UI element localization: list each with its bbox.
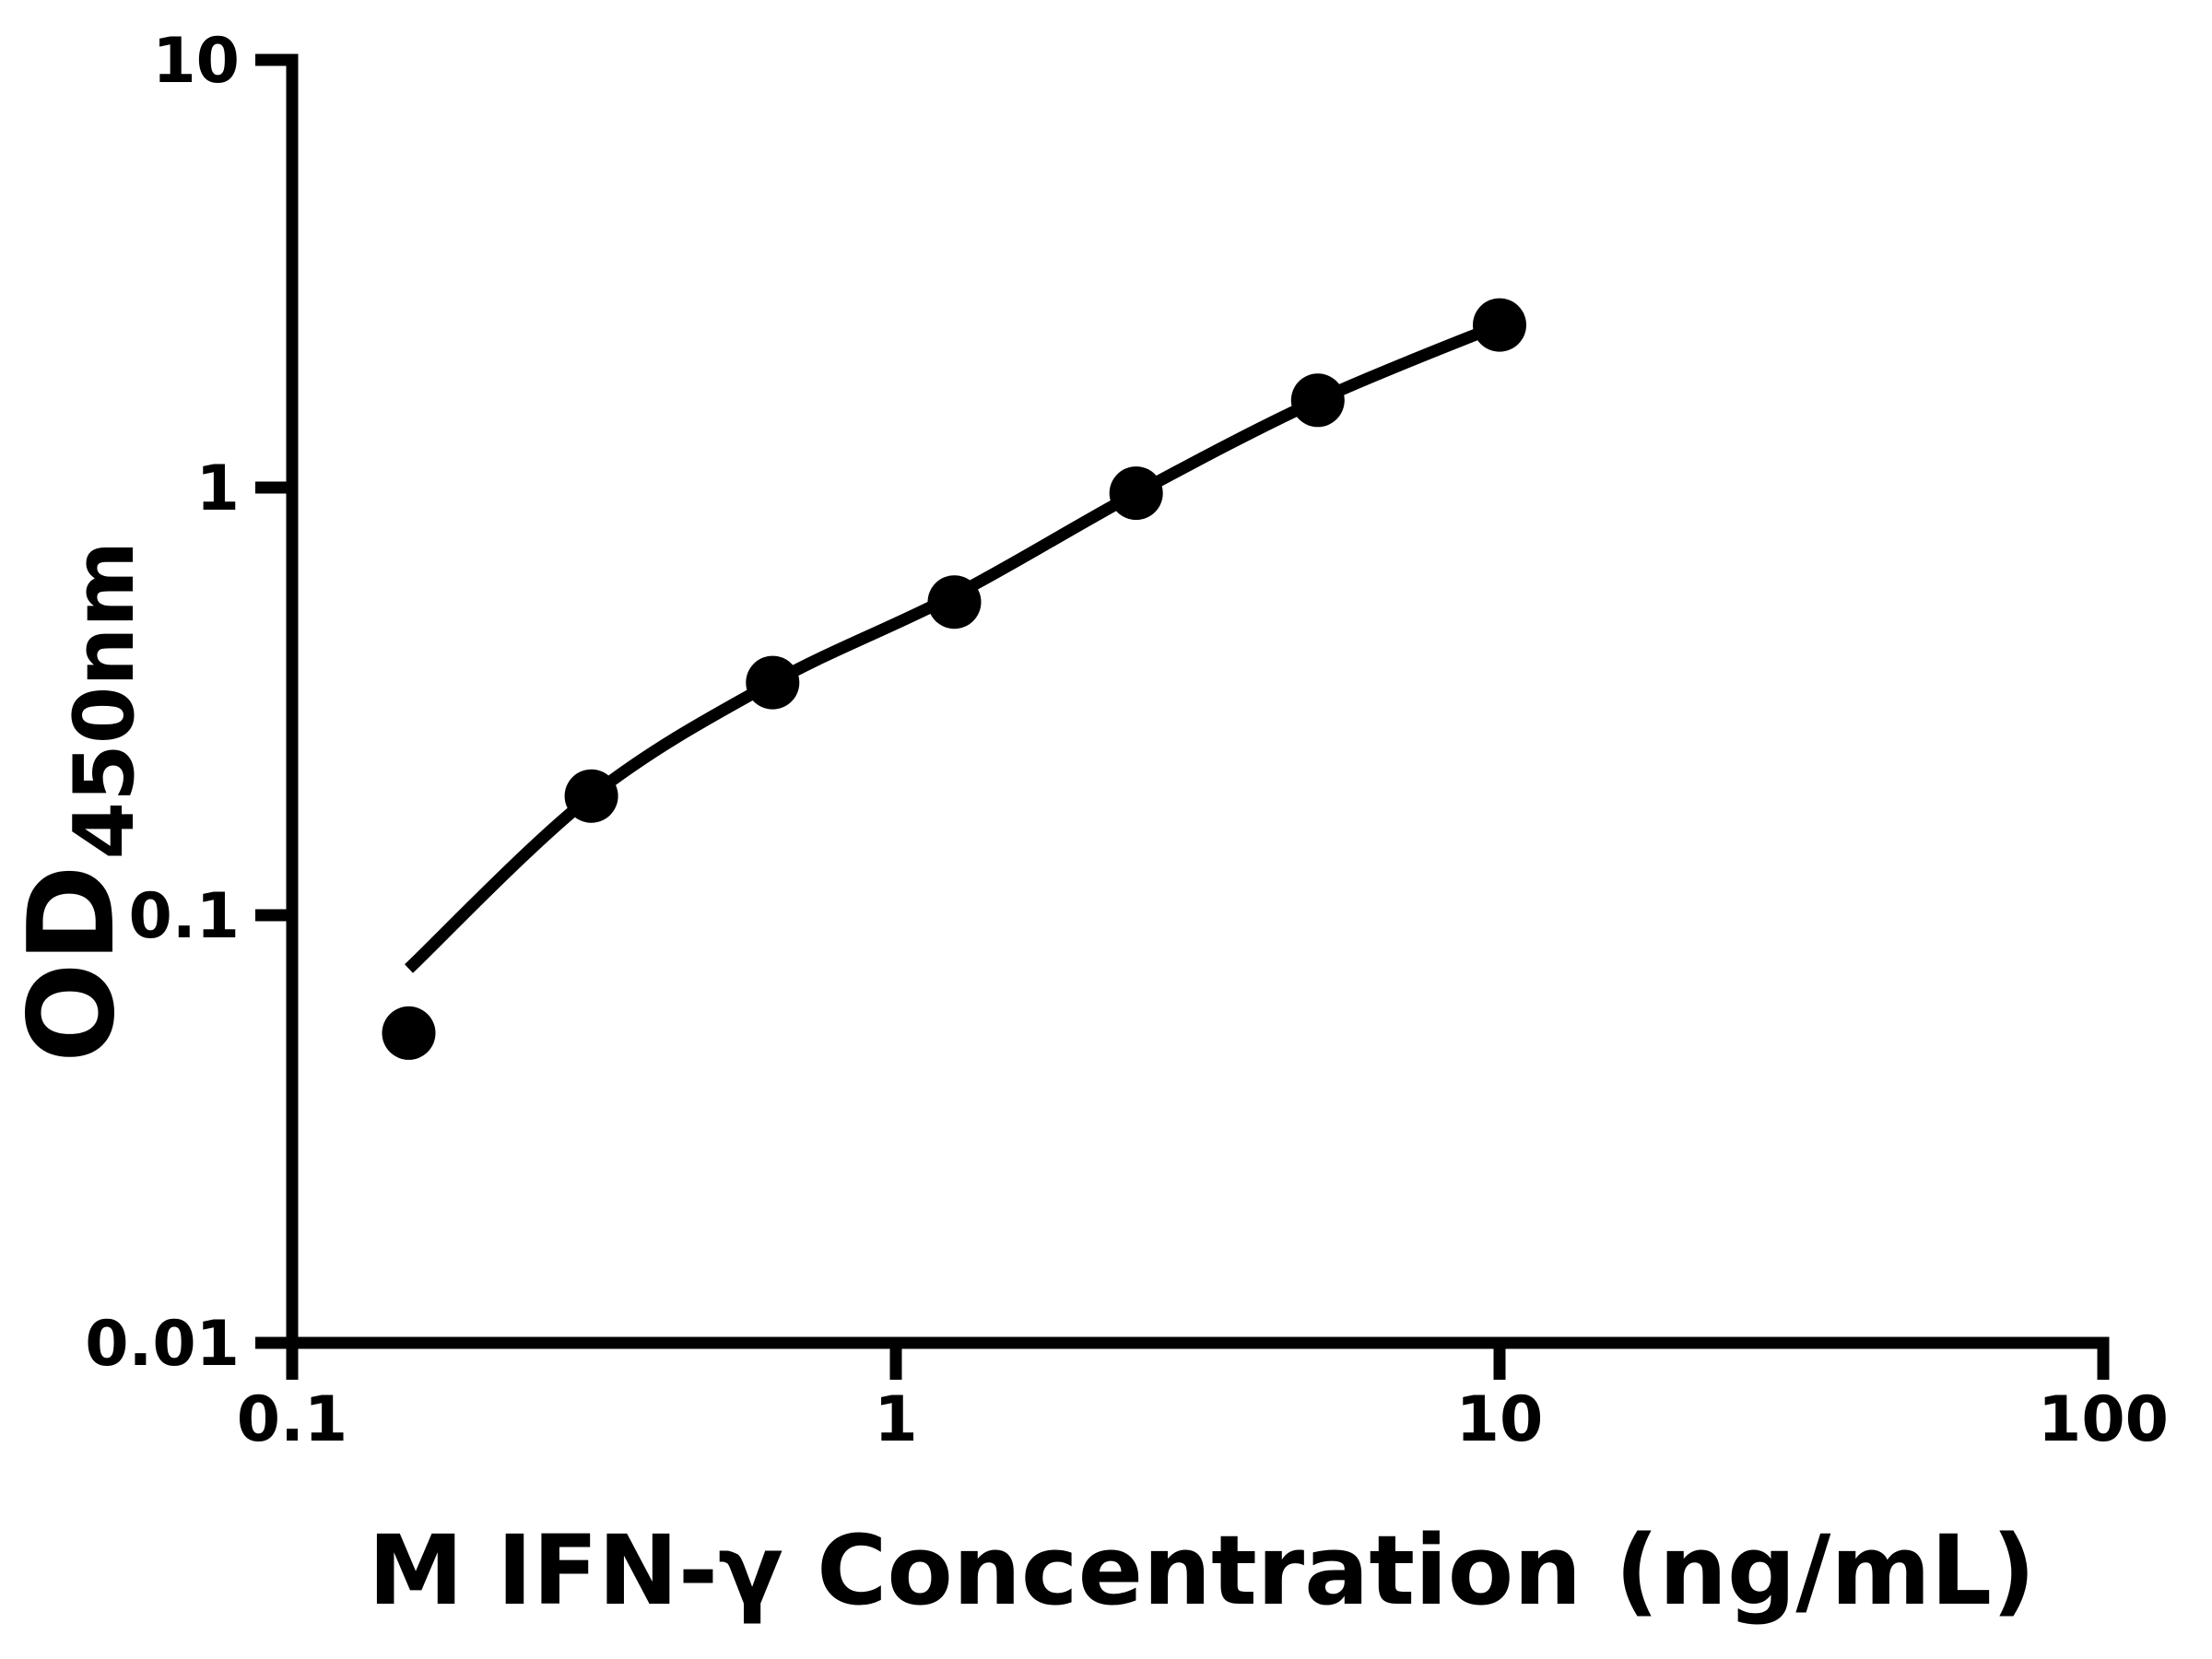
x-axis-title: M IFN-γ Concentration (ng/mL) [368,1514,2035,1627]
y-tick-label: 10 [152,25,240,98]
x-tick [2097,1343,2110,1380]
x-axis-line [255,1336,2110,1349]
y-tick [255,481,292,494]
data-point-marker [382,1006,436,1060]
y-axis-title-sub: 450nm [56,541,153,860]
y-axis-title: OD 450nm [4,541,153,1063]
y-axis-title-main: OD [4,865,141,1063]
x-tick-label: 1 [874,1383,917,1456]
y-tick [255,53,292,66]
data-points [382,298,1526,1060]
x-tick [889,1343,902,1380]
x-tick-label: 100 [2038,1383,2169,1456]
data-point-marker [746,655,800,710]
data-point-marker [1109,466,1163,521]
y-tick [255,1336,292,1349]
x-tick-label: 10 [1456,1383,1544,1456]
fit-curve-line [405,319,1502,973]
y-tick [255,909,292,922]
x-tick-label: 0.1 [237,1383,347,1456]
y-tick-label: 1 [196,453,240,525]
data-point-marker [1473,298,1526,352]
y-axis-line [286,53,299,1349]
x-tick [286,1343,299,1380]
x-tick [1493,1343,1506,1380]
data-point-marker [564,769,618,823]
y-tick-label: 0.1 [129,880,240,953]
data-point-marker [927,575,982,629]
y-tick-label: 0.01 [85,1308,240,1381]
data-point-marker [1290,373,1345,428]
